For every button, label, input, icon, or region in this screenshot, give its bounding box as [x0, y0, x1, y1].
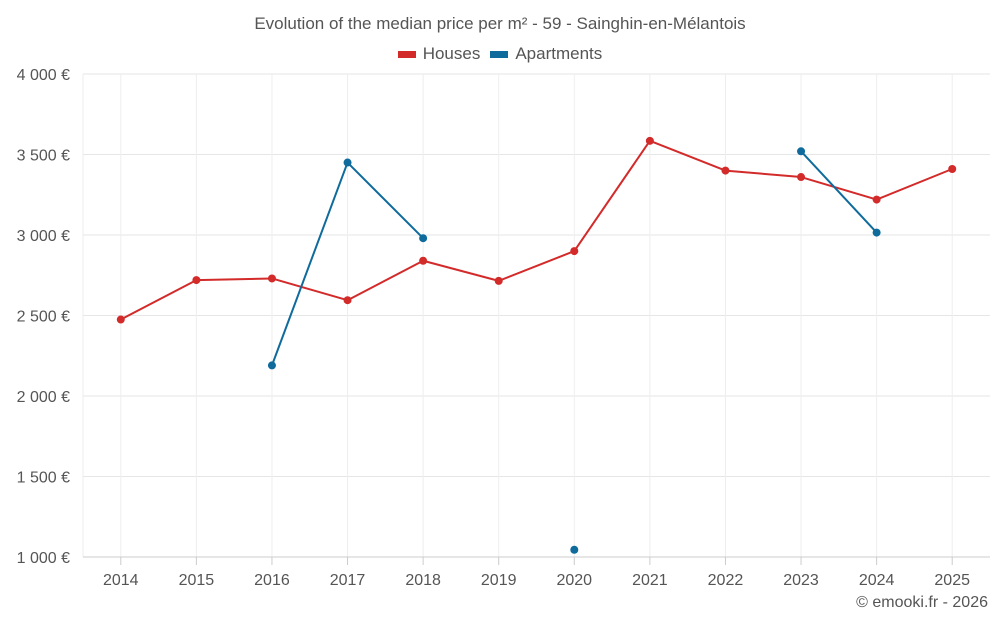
axis-layer	[83, 556, 990, 565]
data-point-apartments	[419, 234, 428, 243]
data-point-apartments	[267, 361, 276, 370]
x-tick-label: 2024	[859, 572, 895, 589]
legend-item-houses[interactable]: Houses	[397, 44, 481, 64]
data-point-houses	[494, 276, 503, 285]
data-point-apartments	[872, 228, 881, 237]
x-tick-label: 2025	[934, 572, 970, 589]
series-line-apartments	[800, 150, 878, 234]
x-tick-label: 2015	[179, 572, 215, 589]
legend-swatch-apartments	[490, 50, 509, 58]
data-point-houses	[797, 173, 806, 182]
x-tick-label: 2018	[405, 572, 441, 589]
data-point-houses	[267, 274, 276, 283]
y-tick-label: 4 000 €	[17, 67, 70, 84]
data-point-houses	[419, 256, 428, 265]
copyright-text: © emooki.fr - 2026	[856, 594, 988, 611]
x-tick-label: 2023	[783, 572, 819, 589]
data-point-houses	[721, 166, 730, 175]
legend-label-houses: Houses	[422, 44, 481, 63]
legend-label-apartments: Apartments	[515, 44, 603, 63]
x-tick-label: 2020	[556, 572, 592, 589]
data-point-houses	[872, 195, 881, 204]
series-layer	[116, 136, 957, 554]
data-point-houses	[645, 136, 654, 145]
x-tick-label: 2016	[254, 572, 290, 589]
grid-layer	[82, 73, 990, 557]
x-tick-label: 2017	[330, 572, 366, 589]
y-tick-label: 3 500 €	[17, 148, 70, 165]
data-point-apartments	[797, 147, 806, 156]
y-tick-label: 3 000 €	[17, 228, 70, 245]
data-point-houses	[192, 276, 201, 285]
label-layer: 1 000 € 1 500 € 2 000 € 2 500 € 3 000 € 3 500…	[17, 67, 970, 589]
data-point-houses	[343, 296, 352, 305]
y-tick-label: 1 000 €	[17, 550, 70, 567]
legend: Houses Apartments	[0, 44, 1000, 64]
x-tick-label: 2019	[481, 572, 517, 589]
y-tick-label: 1 500 €	[17, 470, 70, 487]
x-tick-label: 2014	[103, 572, 139, 589]
chart-title: Evolution of the median price per m² - 5…	[254, 14, 746, 33]
data-point-houses	[570, 247, 579, 256]
x-tick-label: 2021	[632, 572, 668, 589]
data-point-houses	[116, 315, 125, 324]
series-line-houses	[120, 139, 953, 321]
legend-item-apartments[interactable]: Apartments	[490, 44, 602, 64]
y-tick-label: 2 000 €	[17, 389, 70, 406]
data-point-houses	[948, 164, 957, 173]
legend-swatch-houses	[397, 50, 416, 58]
x-tick-label: 2022	[708, 572, 744, 589]
y-tick-label: 2 500 €	[17, 309, 70, 326]
data-point-apartments	[570, 545, 579, 554]
data-point-apartments	[343, 158, 352, 167]
